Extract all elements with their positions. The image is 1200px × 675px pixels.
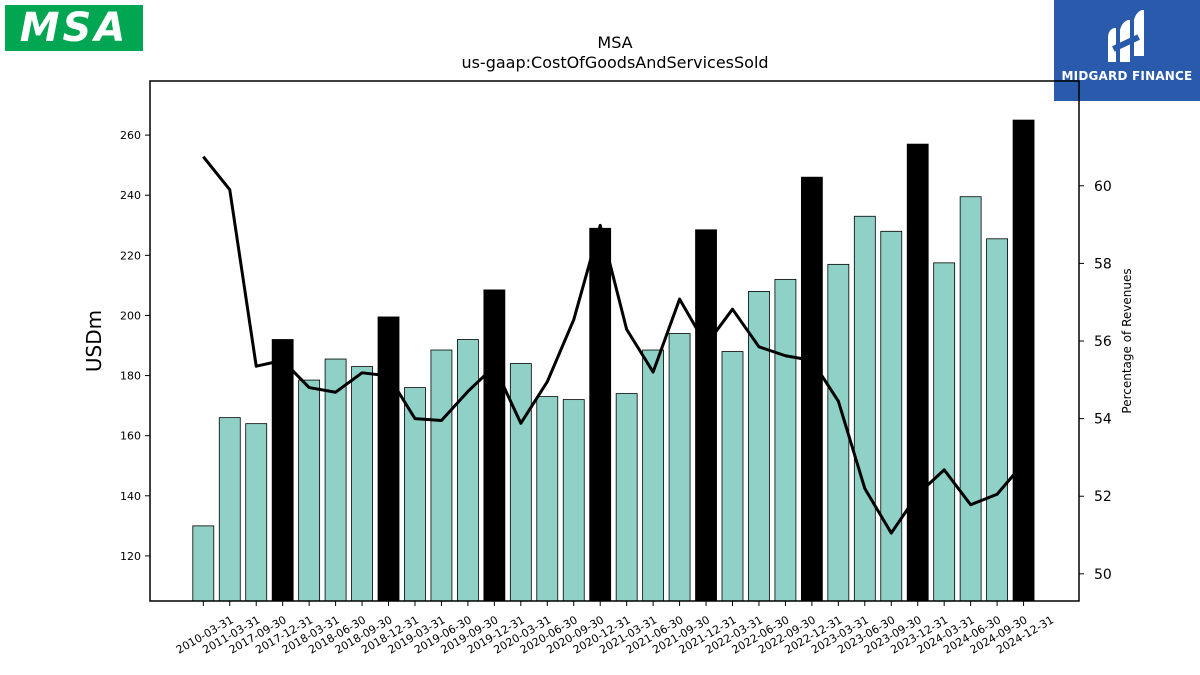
y-tick-label: 200 <box>120 309 141 322</box>
bar-2020-09-30 <box>562 399 585 602</box>
bar-2021-03-31 <box>615 393 638 602</box>
bar-2019-12-31 <box>483 289 506 602</box>
y-tick-label: 220 <box>120 249 141 262</box>
bar-2022-12-31 <box>800 176 823 602</box>
y-axis-label: USDm <box>82 310 106 372</box>
bar-2020-03-31 <box>509 363 532 602</box>
bar-2018-03-31 <box>298 379 321 602</box>
msa-logo-text: MSA <box>19 5 129 51</box>
bar-2019-09-30 <box>456 339 479 602</box>
right-axis-ticks: 50 52 54 56 58 60 <box>1079 179 1112 583</box>
bars-group <box>192 119 1035 602</box>
bar-2021-06-30 <box>642 349 665 602</box>
bar-2023-06-30 <box>853 215 876 602</box>
y2-axis-label: Percentage of Revenues <box>1120 268 1134 413</box>
y-tick-label: 160 <box>120 430 141 443</box>
y2-tick-label: 54 <box>1094 412 1112 428</box>
chart-title: MSA <box>597 33 632 52</box>
bar-2024-09-30 <box>986 238 1008 602</box>
bar-2024-03-31 <box>933 262 956 602</box>
chart-subtitle: us-gaap:CostOfGoodsAndServicesSold <box>461 53 768 72</box>
y2-tick-label: 50 <box>1094 567 1112 583</box>
bar-2022-03-31 <box>721 351 744 602</box>
x-axis-ticks: 2010-03-312011-03-312017-09-302017-12-31… <box>174 601 1056 657</box>
bar-2017-09-30 <box>245 423 268 602</box>
bar-2023-12-31 <box>906 143 929 602</box>
bar-2011-03-31 <box>218 417 241 602</box>
bar-2024-12-31 <box>1012 119 1035 602</box>
line-percentage-of-revenues <box>202 155 1025 535</box>
bar-2020-12-31 <box>589 227 612 602</box>
bar-2022-09-30 <box>774 278 797 602</box>
line-series-group <box>202 155 1025 535</box>
bar-2019-06-30 <box>430 349 453 602</box>
y-tick-label: 120 <box>120 550 141 563</box>
bar-2023-09-30 <box>880 230 903 602</box>
y-tick-label: 180 <box>120 370 141 383</box>
bar-2018-06-30 <box>324 358 347 602</box>
y-tick-label: 240 <box>120 189 141 202</box>
y2-tick-label: 58 <box>1094 256 1112 272</box>
y-tick-label: 140 <box>120 490 141 503</box>
bar-2021-12-31 <box>695 229 717 602</box>
bar-2017-12-31 <box>271 339 294 602</box>
bar-2021-09-30 <box>668 333 691 602</box>
bar-2020-06-30 <box>536 396 559 602</box>
bar-2010-03-31 <box>192 525 215 602</box>
y2-tick-label: 60 <box>1094 179 1112 195</box>
midgard-emblem-icon <box>1108 10 1144 62</box>
bar-2018-09-30 <box>351 366 373 602</box>
bar-2024-06-30 <box>959 196 982 602</box>
midgard-logo-text: MIDGARD FINANCE <box>1061 69 1193 83</box>
bar-2023-03-31 <box>827 263 850 602</box>
bar-2018-12-31 <box>377 316 400 602</box>
y2-tick-label: 56 <box>1094 334 1112 350</box>
y-tick-label: 260 <box>120 129 141 142</box>
y2-tick-label: 52 <box>1094 489 1112 505</box>
midgard-finance-logo: MIDGARD FINANCE <box>1054 0 1200 101</box>
msa-logo: MSA <box>5 5 143 51</box>
left-axis-ticks: 120 140 160 180 200 220 240 260 <box>120 129 150 563</box>
